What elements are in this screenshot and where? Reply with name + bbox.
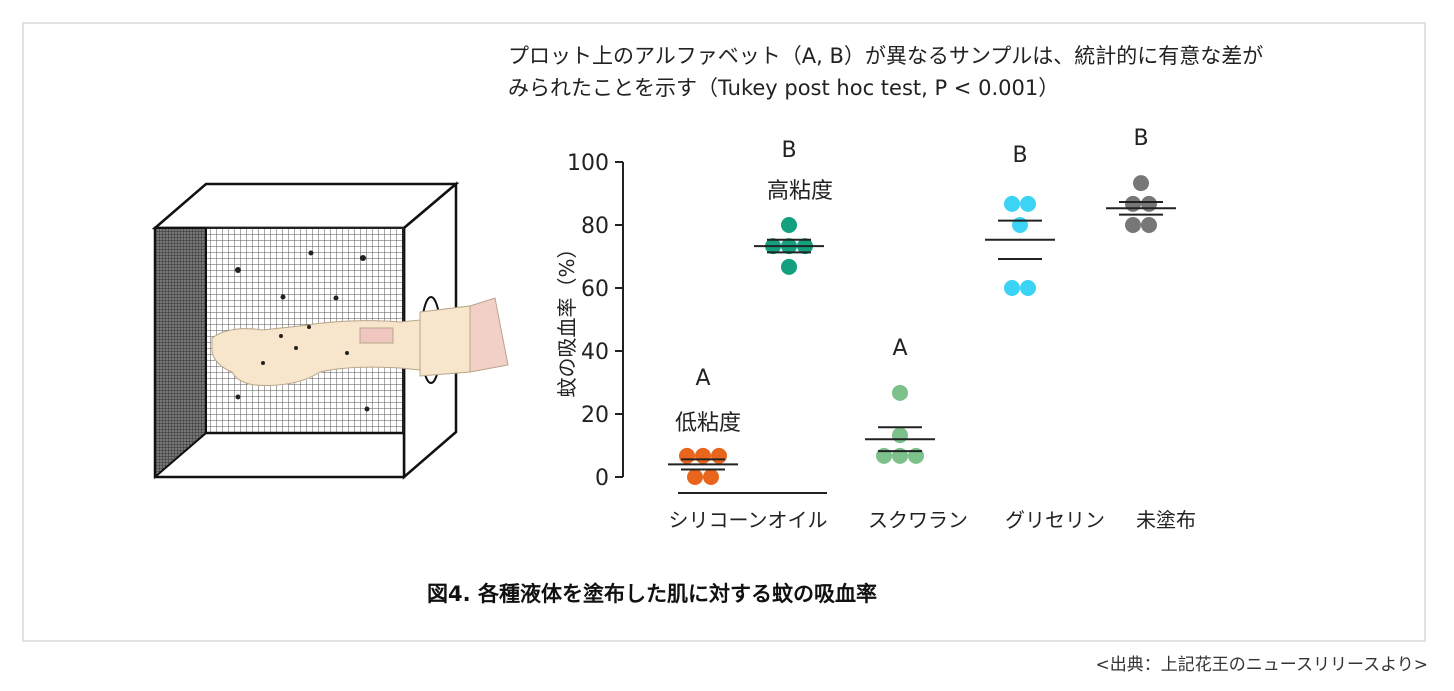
figure-caption: 図4. 各種液体を塗布した肌に対する蚊の吸血率 <box>427 582 877 606</box>
viscosity-label: 低粘度 <box>675 411 741 436</box>
viscosity-label: 高粘度 <box>767 179 833 204</box>
note-line-2: みられたことを示す（Tukey post hoc test, P < 0.001… <box>508 76 1060 100</box>
data-point <box>703 469 719 485</box>
group-0: A 低粘度 <box>668 366 741 485</box>
data-point <box>1133 175 1149 192</box>
data-point <box>679 447 695 464</box>
data-point <box>1125 195 1141 212</box>
mosquito-icons <box>235 250 370 412</box>
significance-note: プロット上のアルファベット（A, B）が異なるサンプルは、統計的に有意な差が み… <box>508 40 1263 104</box>
y-axis-label: 蚊の吸血率（%） <box>555 238 579 397</box>
significance-letter: B <box>781 138 796 163</box>
y-tick-label: 20 <box>581 403 609 428</box>
significance-letter: B <box>1012 143 1027 168</box>
y-tick-label: 0 <box>595 466 609 491</box>
group-3: B <box>985 143 1055 296</box>
data-point <box>1141 195 1157 212</box>
data-point <box>1125 217 1141 233</box>
group-2: A <box>865 336 935 464</box>
y-tick-label: 100 <box>567 151 609 176</box>
data-point <box>687 469 703 485</box>
data-point <box>1020 195 1036 212</box>
x-category-label: 未塗布 <box>1136 508 1196 532</box>
data-point <box>892 384 908 401</box>
group-1: B 高粘度 <box>754 138 833 275</box>
significance-letter: B <box>1133 126 1148 151</box>
data-point <box>695 447 711 464</box>
x-category-label: シリコーンオイル <box>669 508 828 532</box>
note-line-1: プロット上のアルファベット（A, B）が異なるサンプルは、統計的に有意な差が <box>508 44 1264 68</box>
group-4: B <box>1106 126 1176 233</box>
data-point <box>1004 280 1020 296</box>
x-category-label: グリセリン <box>1005 508 1105 532</box>
chart-marks: A 低粘度 B 高粘度 A B B シリコーンオイル スクワラン グリセリン 未塗布 <box>668 126 1196 532</box>
significance-letter: A <box>695 366 710 391</box>
data-point <box>1020 280 1036 296</box>
data-point <box>1004 195 1020 212</box>
data-point <box>1141 217 1157 233</box>
data-point <box>892 427 908 444</box>
data-point <box>711 447 727 464</box>
data-point <box>781 258 797 275</box>
data-point <box>1012 217 1028 233</box>
y-tick-label: 80 <box>581 214 609 239</box>
x-category-label: スクワラン <box>868 508 968 532</box>
y-tick-label: 40 <box>581 340 609 365</box>
y-axis: 0 20 40 60 80 100 <box>567 151 624 491</box>
data-point <box>781 217 797 233</box>
y-tick-label: 60 <box>581 277 609 302</box>
source-note: <出典：上記花王のニュースリリースより> <box>1095 655 1428 675</box>
significance-letter: A <box>892 336 907 361</box>
figure-frame <box>22 22 1426 642</box>
